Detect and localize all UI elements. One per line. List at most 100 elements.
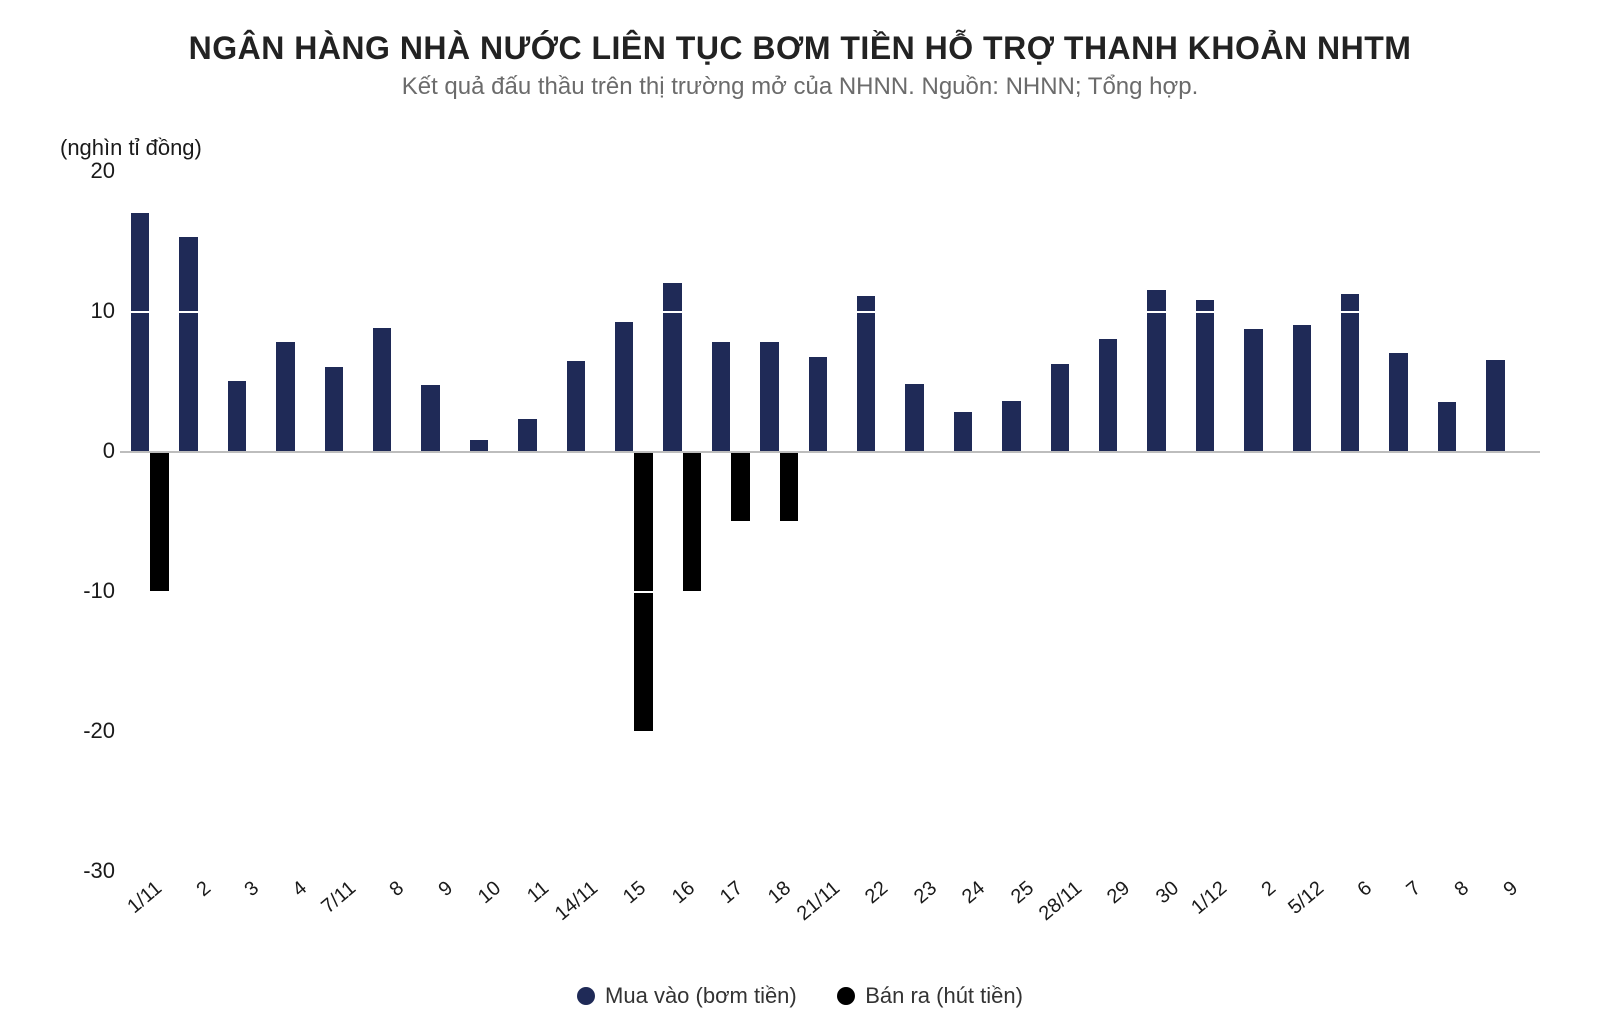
chart-title: NGÂN HÀNG NHÀ NƯỚC LIÊN TỤC BƠM TIỀN HỖ …: [0, 30, 1600, 67]
chart-area: (nghìn tỉ đồng) 20100-10-20-30 1/112347/…: [60, 171, 1540, 937]
chart-subtitle: Kết quả đấu thầu trên thị trường mở của …: [0, 73, 1600, 101]
x-tick-label: 9: [1499, 877, 1522, 902]
bar-group: [999, 171, 1047, 871]
bar-group: [660, 171, 708, 871]
bar-group: [370, 171, 418, 871]
x-label-cell: 10: [467, 877, 515, 937]
x-label-cell: 7/11: [322, 877, 370, 937]
y-tick-label: 0: [70, 438, 115, 464]
bar-group: [1241, 171, 1289, 871]
x-tick-label: 15: [619, 877, 651, 909]
gridline: [120, 731, 1540, 733]
x-tick-label: 9: [434, 877, 457, 902]
bar-buy: [712, 342, 730, 451]
x-label-cell: 29: [1096, 877, 1144, 937]
legend-item-buy: Mua vào (bơm tiền): [577, 983, 797, 1009]
bar-buy: [276, 342, 294, 451]
bar-group: [1096, 171, 1144, 871]
x-tick-label: 30: [1152, 877, 1184, 909]
plot-region: 20100-10-20-30: [120, 171, 1540, 871]
legend-swatch-buy: [577, 987, 595, 1005]
x-label-cell: 2: [1241, 877, 1289, 937]
bar-group: [176, 171, 224, 871]
gridline: [120, 171, 1540, 173]
y-tick-label: 20: [70, 158, 115, 184]
bar-group: [854, 171, 902, 871]
bar-buy: [373, 328, 391, 451]
x-label-cell: 22: [854, 877, 902, 937]
bar-group: [1290, 171, 1338, 871]
bar-sell: [150, 451, 168, 591]
x-label-cell: 17: [709, 877, 757, 937]
bar-group: [951, 171, 999, 871]
bars-container: [120, 171, 1540, 871]
x-label-cell: 24: [951, 877, 999, 937]
x-tick-label: 11: [524, 877, 555, 908]
bar-buy: [1244, 329, 1262, 451]
x-label-cell: 7: [1387, 877, 1435, 937]
x-label-cell: 30: [1145, 877, 1193, 937]
x-tick-label: 29: [1103, 877, 1135, 909]
x-tick-label: 10: [474, 877, 506, 909]
gridline: [120, 591, 1540, 593]
x-tick-label: 25: [1006, 877, 1038, 909]
x-tick-label: 7: [1402, 877, 1425, 902]
bar-group: [1338, 171, 1386, 871]
bar-buy: [131, 213, 149, 451]
bar-group: [1048, 171, 1096, 871]
gridline: [120, 871, 1540, 873]
x-label-cell: 8: [370, 877, 418, 937]
bar-group: [612, 171, 660, 871]
x-tick-label: 2: [192, 877, 215, 902]
x-label-cell: 5/12: [1290, 877, 1338, 937]
bar-sell: [780, 451, 798, 521]
bar-buy: [809, 357, 827, 451]
bar-group: [273, 171, 321, 871]
bar-buy: [663, 283, 681, 451]
x-label-cell: 9: [418, 877, 466, 937]
bar-buy: [325, 367, 343, 451]
x-label-cell: 14/11: [564, 877, 612, 937]
bar-buy: [1389, 353, 1407, 451]
x-label-cell: 23: [903, 877, 951, 937]
bar-group: [515, 171, 563, 871]
bar-group: [757, 171, 805, 871]
y-tick-label: 10: [70, 298, 115, 324]
x-tick-label: 7/11: [317, 877, 360, 919]
bar-buy: [567, 361, 585, 451]
bar-group: [322, 171, 370, 871]
bar-buy: [518, 419, 536, 451]
bar-buy: [228, 381, 246, 451]
y-tick-label: -10: [70, 578, 115, 604]
bar-buy: [615, 322, 633, 451]
bar-buy: [1293, 325, 1311, 451]
bar-buy: [1147, 290, 1165, 451]
x-axis-labels: 1/112347/1189101114/111516171821/1122232…: [120, 877, 1540, 937]
bar-group: [709, 171, 757, 871]
legend-label-buy: Mua vào (bơm tiền): [605, 983, 797, 1009]
bar-group: [1483, 171, 1531, 871]
x-tick-label: 8: [386, 877, 409, 902]
bar-group: [1387, 171, 1435, 871]
bar-buy: [1002, 401, 1020, 451]
bar-sell: [731, 451, 749, 521]
x-tick-label: 1/12: [1187, 877, 1232, 920]
x-label-cell: 4: [273, 877, 321, 937]
bar-buy: [179, 237, 197, 451]
x-tick-label: 18: [764, 877, 796, 909]
x-tick-label: 6: [1354, 877, 1377, 902]
legend-label-sell: Bán ra (hút tiền): [865, 983, 1023, 1009]
x-tick-label: 3: [240, 877, 263, 902]
x-label-cell: 8: [1435, 877, 1483, 937]
bar-group: [128, 171, 176, 871]
bar-buy: [954, 412, 972, 451]
y-tick-label: -20: [70, 718, 115, 744]
x-label-cell: 6: [1338, 877, 1386, 937]
x-label-cell: 3: [225, 877, 273, 937]
x-label-cell: 16: [660, 877, 708, 937]
x-label-cell: 9: [1483, 877, 1531, 937]
x-label-cell: 2: [176, 877, 224, 937]
bar-group: [903, 171, 951, 871]
x-tick-label: 16: [668, 877, 700, 909]
bar-group: [467, 171, 515, 871]
